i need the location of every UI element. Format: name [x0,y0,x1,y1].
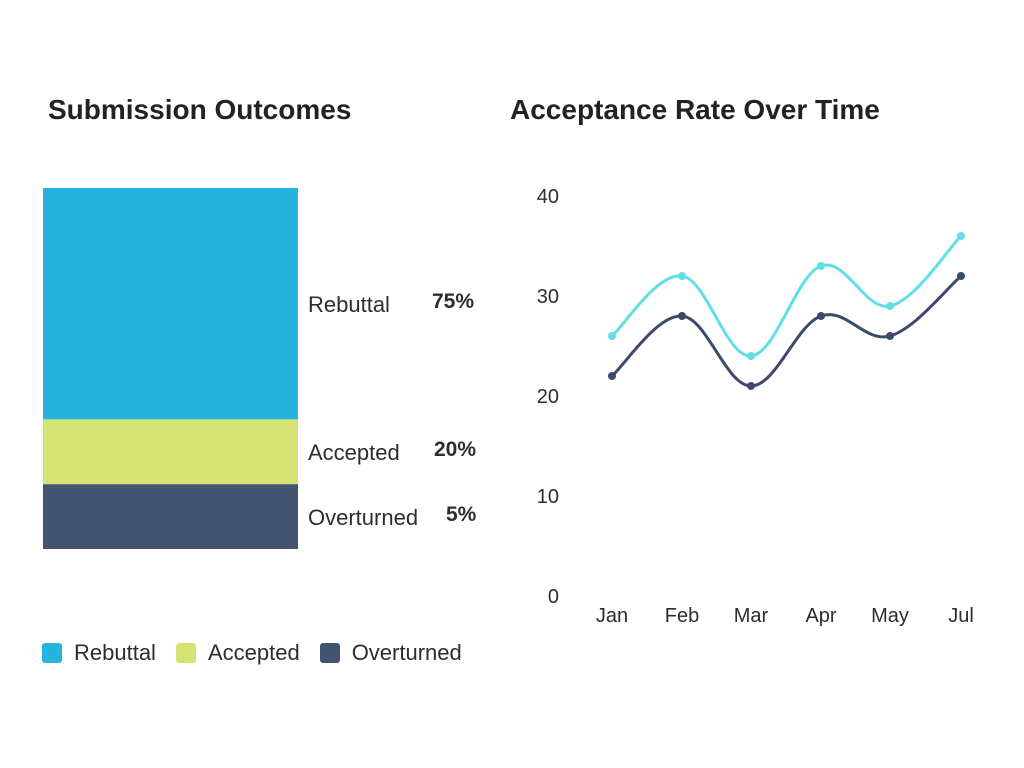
segment-label-rebuttal: Rebuttal [308,291,390,317]
series-line-2 [610,274,963,388]
y-tick-40: 40 [537,186,559,208]
segment-value-rebuttal: 75% [432,289,475,313]
series-2-point-jul [957,272,965,280]
series-1-point-jul [957,232,965,240]
legend: Rebuttal Accepted Overturned [42,640,462,666]
y-tick-0: 0 [548,586,559,608]
acceptance-rate-title: Acceptance Rate Over Time [510,94,880,125]
segment-value-overturned: 5% [446,502,477,526]
legend-label-accepted: Accepted [207,640,300,665]
series-1-point-mar [747,352,755,360]
series-1-point-may [886,302,894,310]
x-tick-jan: Jan [596,605,628,627]
series-1-point-feb [678,272,686,280]
series-line-1 [610,234,963,358]
bar-segment-overturned [43,484,298,549]
legend-item-rebuttal: Rebuttal [42,640,156,666]
y-tick-30: 30 [537,286,559,308]
legend-swatch-accepted [175,643,196,663]
legend-item-overturned: Overturned [319,640,462,666]
x-tick-feb: Feb [665,605,699,627]
series-2-point-may [886,332,894,340]
x-tick-may: May [871,605,909,627]
series-1-point-apr [817,262,825,270]
legend-swatch-overturned [319,643,340,663]
segment-value-accepted: 20% [434,437,477,461]
bar-segment-accepted [43,419,298,485]
submission-outcomes-title: Submission Outcomes [48,94,352,125]
segment-label-overturned: Overturned [308,504,419,530]
series-2-point-jan [608,372,616,380]
x-tick-mar: Mar [734,605,769,627]
stacked-bar-chart [43,188,298,549]
legend-swatch-rebuttal [42,643,62,663]
line-chart: 0 10 20 30 40 Jan Feb Mar Apr May Jul [537,186,974,627]
segment-label-accepted: Accepted [308,439,400,465]
legend-label-rebuttal: Rebuttal [74,640,156,665]
legend-item-accepted: Accepted [175,640,300,666]
y-tick-10: 10 [537,486,559,508]
y-tick-20: 20 [537,386,559,408]
x-tick-jul: Jul [948,605,974,627]
legend-label-overturned: Overturned [351,640,462,665]
series-2-point-mar [747,382,755,390]
bar-segment-rebuttal [43,188,298,420]
x-tick-apr: Apr [805,605,836,627]
series-2-point-apr [817,312,825,320]
series-1-point-jan [608,332,616,340]
series-2-point-feb [678,312,686,320]
